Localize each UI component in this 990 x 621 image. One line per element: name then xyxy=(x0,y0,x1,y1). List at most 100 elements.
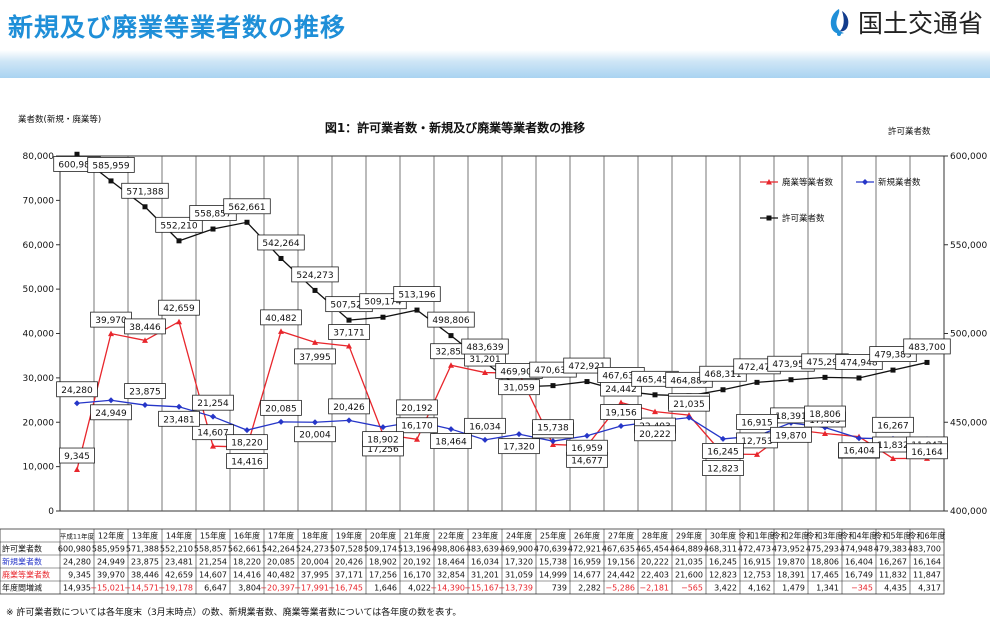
data-point xyxy=(448,426,454,433)
data-point xyxy=(550,438,556,445)
table-cell: −19,178 xyxy=(158,584,193,593)
left-tick-label: 0 xyxy=(48,507,54,517)
table-cell: 31,201 xyxy=(471,571,499,580)
table-cell: 475,293 xyxy=(806,545,839,554)
data-label: 23,875 xyxy=(129,388,161,398)
data-label: 18,220 xyxy=(231,439,263,449)
right-tick-label: 600,000 xyxy=(950,152,987,162)
table-cell: 16,267 xyxy=(879,558,907,567)
data-label: 24,949 xyxy=(95,409,127,419)
table-row-label: 廃業等業者数 xyxy=(2,570,50,580)
left-tick-label: 30,000 xyxy=(23,374,55,384)
table-cell: 18,220 xyxy=(233,558,261,567)
data-label: 31,059 xyxy=(503,384,535,394)
table-cell: 473,952 xyxy=(772,545,805,554)
table-cell: 14,607 xyxy=(199,571,227,580)
left-tick-label: 80,000 xyxy=(23,152,55,162)
category-label: 22年度 xyxy=(438,531,464,541)
data-label-box xyxy=(393,286,441,302)
data-label-box xyxy=(223,198,271,215)
data-label: 20,426 xyxy=(333,403,365,413)
data-label: 464,889 xyxy=(670,376,707,386)
data-point xyxy=(108,178,114,184)
data-point xyxy=(142,204,148,210)
data-label: 17,256 xyxy=(367,445,399,455)
left-axis-label: 業者数(新規・廃業等) xyxy=(18,114,101,125)
data-label: 542,264 xyxy=(262,239,299,249)
table-cell: −17,991 xyxy=(294,584,329,593)
data-label: 20,222 xyxy=(639,430,671,440)
footnote: ※ 許可業者数については各年度末（3月末時点）の数、新規業者数、廃業等業者数につ… xyxy=(6,608,462,618)
table-cell: 465,454 xyxy=(636,545,669,554)
data-label: 16,959 xyxy=(571,444,603,454)
table-cell: −565 xyxy=(681,584,703,593)
legend-label: 新規業者数 xyxy=(878,177,921,188)
table-cell: −16,745 xyxy=(328,584,363,593)
table-cell: 585,959 xyxy=(92,545,125,554)
category-label: 29年度 xyxy=(676,531,702,541)
data-label: 19,156 xyxy=(605,408,637,418)
table-cell: −14,571 xyxy=(124,584,159,593)
table-cell: 600,980 xyxy=(58,545,91,554)
data-label-box xyxy=(291,266,339,283)
ministry-name: 国土交通省 xyxy=(858,9,984,38)
data-point xyxy=(924,359,930,365)
data-label-box xyxy=(226,434,268,451)
data-label: 40,482 xyxy=(265,314,297,324)
data-point xyxy=(652,392,658,398)
data-label-box xyxy=(464,417,506,434)
data-point xyxy=(312,419,318,426)
table-cell: 3,804 xyxy=(238,584,261,593)
data-label-box xyxy=(260,309,302,326)
data-point xyxy=(788,377,794,383)
data-point xyxy=(856,375,862,381)
data-point xyxy=(108,397,114,404)
data-label-box xyxy=(192,394,234,411)
table-cell: 24,949 xyxy=(97,558,125,567)
table-cell: 513,196 xyxy=(398,545,431,554)
data-label: 14,416 xyxy=(231,458,263,468)
table-cell: 483,700 xyxy=(908,545,941,554)
data-point xyxy=(346,317,352,323)
legend-marker xyxy=(766,179,772,185)
table-cell: 37,995 xyxy=(301,571,329,580)
chart: 図1：許可業者数・新規及び廃業等業者数の推移 業者数(新規・廃業等) 許可業者数 0 1… xyxy=(0,114,987,595)
category-label: 24年度 xyxy=(506,531,532,541)
data-label-box xyxy=(498,379,540,396)
chart-title: 図1：許可業者数・新規及び廃業等業者数の推移 xyxy=(325,120,585,135)
data-label: 18,464 xyxy=(435,438,467,448)
left-tick-label: 70,000 xyxy=(23,196,55,206)
data-label-box xyxy=(702,443,744,459)
data-point xyxy=(618,422,624,429)
table-cell: 14,677 xyxy=(573,571,601,580)
data-label: 20,085 xyxy=(265,404,297,414)
table-cell: 20,192 xyxy=(403,558,431,567)
category-label: 15年度 xyxy=(200,531,226,541)
table-cell: 3,422 xyxy=(714,584,737,593)
data-label: 37,171 xyxy=(333,329,365,339)
table-cell: −15,167 xyxy=(464,584,499,593)
table-cell: 14,935 xyxy=(63,584,91,593)
series-line xyxy=(76,399,928,442)
page-title: 新規及び廃業等業者数の推移 xyxy=(8,13,347,42)
data-label: 468,311 xyxy=(704,370,741,380)
table-cell: 22,403 xyxy=(641,571,669,580)
category-label: 18年度 xyxy=(302,531,328,541)
table-cell: 31,059 xyxy=(505,571,533,580)
table-cell: 16,034 xyxy=(471,558,499,567)
table-cell: 571,388 xyxy=(126,545,159,554)
data-point xyxy=(482,369,488,376)
category-label: 12年度 xyxy=(98,531,124,541)
data-label-box xyxy=(59,447,95,464)
data-point xyxy=(74,400,80,407)
data-label: 16,245 xyxy=(707,447,739,457)
data-label: 42,659 xyxy=(163,304,195,314)
table-cell: 20,222 xyxy=(641,558,669,567)
data-label: 17,320 xyxy=(503,443,535,453)
table-cell: 17,256 xyxy=(369,571,397,580)
data-label: 15,738 xyxy=(537,424,569,434)
table-cell: −14,390 xyxy=(430,584,465,593)
data-label-box xyxy=(461,338,509,355)
table-cell: 6,647 xyxy=(204,584,227,593)
data-label: 39,970 xyxy=(95,316,127,326)
